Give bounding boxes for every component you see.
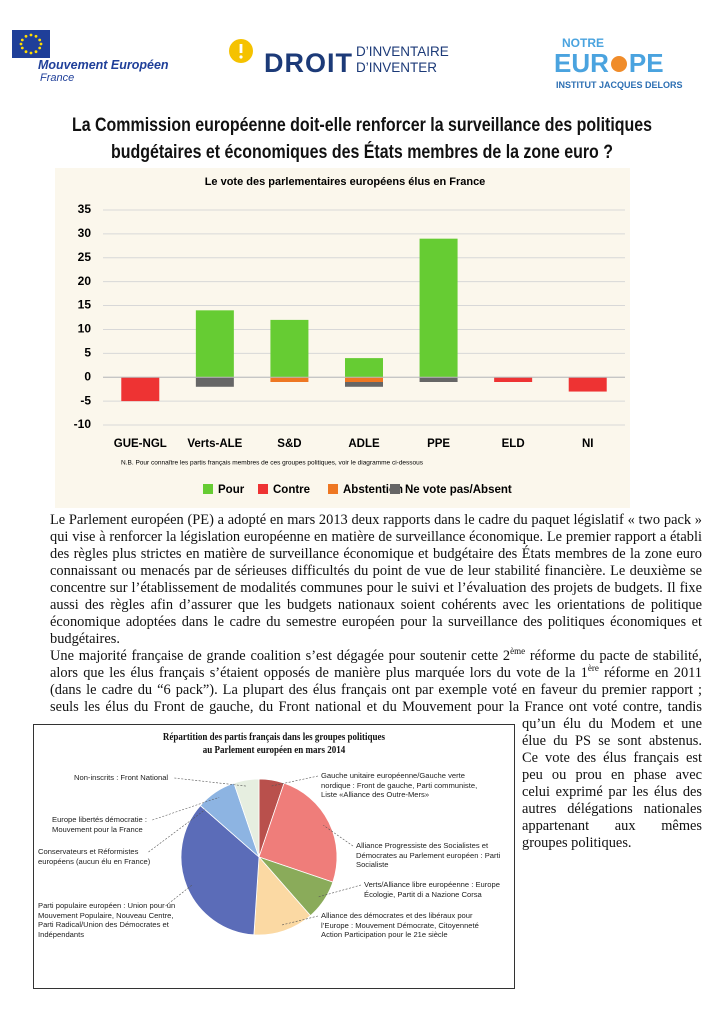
org-name: DROIT xyxy=(264,48,353,78)
legend-swatch xyxy=(390,484,400,494)
main-title: La Commission européenne doit-elle renfo… xyxy=(0,112,724,166)
leader-line xyxy=(152,797,220,821)
pie-label: Non-inscrits : Front National xyxy=(74,773,169,782)
body-text: Répartition des partis français dans les… xyxy=(33,512,703,989)
bar-segment xyxy=(270,319,309,378)
y-tick-label: 0 xyxy=(84,369,91,383)
text-run: réforme en 2011 (dans le cadre du “6 pac… xyxy=(50,665,702,851)
chart-background xyxy=(55,168,630,508)
org-top: NOTRE xyxy=(562,36,604,50)
logo-dot xyxy=(610,56,627,72)
leader-line xyxy=(323,825,354,847)
text-run: réforme du pacte de stabilité, alors que… xyxy=(50,648,703,681)
pie-figure: Répartition des partis français dans les… xyxy=(33,724,515,989)
pie-label: Europe libertés démocratie : Mouvement p… xyxy=(52,815,147,834)
pie-label: Conservateurs et Réformistes européens (… xyxy=(38,847,151,866)
bar-segment xyxy=(195,377,234,387)
title-line: budgétaires et économiques des États mem… xyxy=(110,142,613,163)
bar-segment xyxy=(568,377,607,392)
logo-icon xyxy=(229,39,253,63)
pie-label: Verts/Alliance libre européenne : Europe… xyxy=(364,880,500,899)
x-tick-label: GUE-NGL xyxy=(114,438,167,450)
pie-label: Gauche unitaire européenne/Gauche verte … xyxy=(321,771,478,799)
bar-segment xyxy=(419,377,458,382)
leader-line xyxy=(165,884,193,907)
org-sub: INSTITUT JACQUES DELORS xyxy=(556,80,683,90)
legend-label: Abstention xyxy=(343,484,403,496)
title-line: La Commission européenne doit-elle renfo… xyxy=(71,115,653,136)
y-tick-label: 25 xyxy=(78,250,92,264)
y-tick-label: -10 xyxy=(74,417,92,431)
text-run: Le Parlement européen (PE) a adopté en m… xyxy=(50,512,702,647)
text-run: Une majorité française de grande coaliti… xyxy=(50,648,511,664)
pie-title-line: Répartition des partis français dans les… xyxy=(162,732,386,743)
leader-line xyxy=(148,809,206,853)
tagline-line: D’INVENTER xyxy=(356,60,438,75)
bar-segment xyxy=(345,377,383,382)
superscript: ème xyxy=(510,646,526,657)
bar-segment xyxy=(121,377,160,402)
y-tick-label: 20 xyxy=(78,274,92,288)
leader-line xyxy=(281,915,319,926)
superscript: ère xyxy=(587,663,599,674)
x-tick-label: ELD xyxy=(502,438,525,450)
pie-label: Alliance des démocrates et des libéraux … xyxy=(321,911,479,939)
pie-slice xyxy=(258,782,338,883)
org-name-part: PE xyxy=(628,48,664,78)
org-country: France xyxy=(40,72,75,84)
bar-segment xyxy=(345,382,383,387)
leader-line xyxy=(270,775,319,787)
pie-title: Répartition des partis français dans les… xyxy=(34,731,514,757)
chart-note: N.B. Pour connaître les partis français … xyxy=(121,460,424,467)
x-tick-label: NI xyxy=(582,438,594,450)
legend-swatch xyxy=(203,484,213,494)
bar-segment xyxy=(270,377,309,382)
paragraph: Une majorité française de grande coaliti… xyxy=(50,646,703,852)
bar-segment xyxy=(345,358,383,378)
bar-chart: Le vote des parlementaires européens élu… xyxy=(55,168,630,508)
logo-mouvement-europeen: Mouvement Européen France xyxy=(10,28,188,86)
legend-label: Ne vote pas/Absent xyxy=(405,484,512,496)
y-tick-label: 5 xyxy=(84,346,91,360)
logo-notre-europe: NOTRE EUR PE INSTITUT JACQUES DELORS xyxy=(550,28,720,94)
legend-label: Pour xyxy=(218,484,245,496)
logo-droit: DROIT D’INVENTAIRE D’INVENTER xyxy=(228,34,478,84)
eu-flag xyxy=(12,30,50,58)
chart-title: Le vote des parlementaires européens élu… xyxy=(205,176,486,188)
pie-slice xyxy=(233,778,260,858)
org-name: Mouvement Européen xyxy=(38,58,169,72)
x-tick-label: PPE xyxy=(427,438,450,450)
y-tick-label: 15 xyxy=(78,298,92,312)
tagline-line: D’INVENTAIRE xyxy=(356,44,449,59)
x-tick-label: S&D xyxy=(277,438,301,450)
y-tick-label: 10 xyxy=(78,322,92,336)
legend-label: Contre xyxy=(273,484,310,496)
bar-segment xyxy=(195,310,234,378)
leader-line xyxy=(174,777,248,787)
x-tick-label: ADLE xyxy=(348,438,380,450)
pie-title-line: au Parlement européen en mars 2014 xyxy=(202,745,346,756)
pie-slice xyxy=(180,805,260,936)
pie-label: Parti populaire européen : Union pour un… xyxy=(38,901,176,939)
y-tick-label: -5 xyxy=(80,393,91,407)
y-tick-label: 35 xyxy=(78,202,92,216)
org-name: EUR PE xyxy=(554,48,664,79)
bar-segment xyxy=(419,238,458,378)
leader-line xyxy=(318,884,362,898)
y-tick-label: 30 xyxy=(78,226,92,240)
pie-chart xyxy=(148,775,362,936)
paragraph: Le Parlement européen (PE) a adopté en m… xyxy=(50,512,702,648)
org-tagline: D’INVENTAIRE D’INVENTER xyxy=(356,44,449,76)
org-name-part: EUR xyxy=(554,48,609,78)
pie-slice xyxy=(253,856,311,936)
x-tick-label: Verts-ALE xyxy=(187,438,242,450)
legend-swatch xyxy=(258,484,268,494)
legend-swatch xyxy=(328,484,338,494)
bar-segment xyxy=(494,377,533,382)
pie-label: Alliance Progressiste des Socialistes et… xyxy=(356,841,501,869)
